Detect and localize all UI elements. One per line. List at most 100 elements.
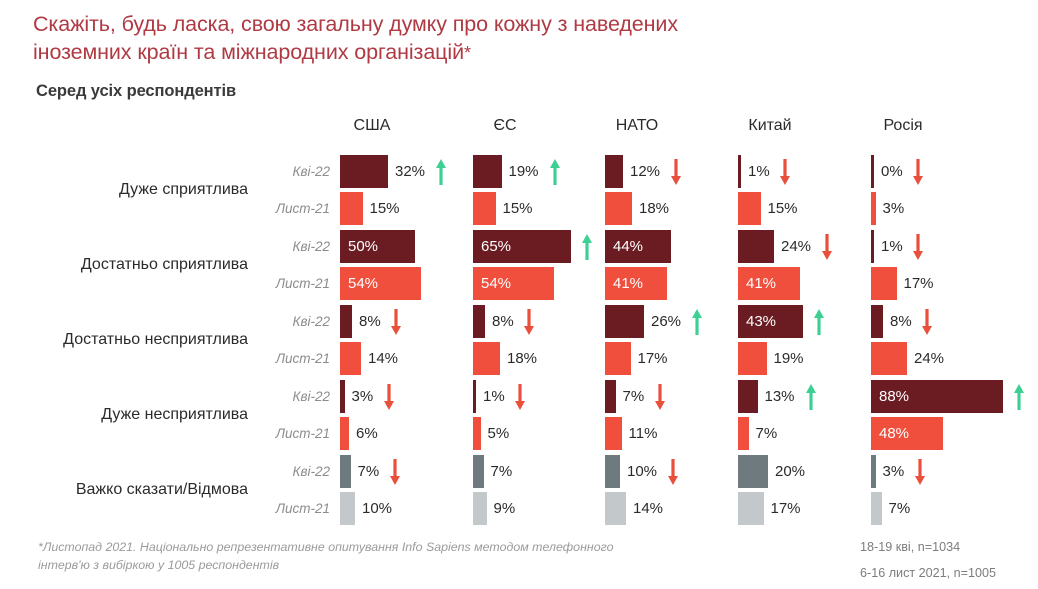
bar: 8% — [871, 305, 912, 338]
bar: 3% — [340, 380, 373, 413]
bar: 44% — [605, 230, 671, 263]
bar-value-label: 13% — [764, 387, 795, 405]
bar: 10% — [340, 492, 392, 525]
bar-value-label: 19% — [773, 349, 804, 367]
bar-value-label: 32% — [395, 162, 426, 180]
arrow-up-icon — [433, 157, 449, 187]
bar-value-label: 15% — [369, 199, 400, 217]
column-header-4: Китай — [748, 117, 792, 134]
bar-value-label: 44% — [613, 237, 644, 255]
bar: 3% — [871, 455, 904, 488]
arrow-up-icon — [689, 307, 705, 337]
bar-value-label: 7% — [490, 462, 513, 480]
arrow-down-icon — [668, 157, 684, 187]
footnote: *Листопад 2021. Національно репрезентати… — [38, 540, 614, 572]
bar-value-label: 11% — [628, 424, 658, 442]
page-title: Скажіть, будь ласка, свою загальну думку… — [33, 10, 733, 67]
bar-value-label: 3% — [351, 387, 374, 405]
bar-value-label: 15% — [767, 199, 798, 217]
bar: 15% — [473, 192, 533, 225]
bar: 32% — [340, 155, 425, 188]
arrow-up-icon — [547, 157, 563, 187]
arrow-down-icon — [919, 307, 935, 337]
bar-value-label: 8% — [359, 312, 381, 330]
arrow-down-icon — [388, 307, 404, 337]
arrow-down-icon — [910, 157, 926, 187]
sample-info-line-2: 6-16 лист 2021, n=1005 — [860, 566, 997, 580]
arrow-down-icon — [512, 382, 528, 412]
bar: 20% — [738, 455, 805, 488]
sample-info-line-1: 18-19 кві, n=1034 — [860, 540, 961, 554]
wave-label: Лист-21 — [275, 500, 330, 516]
column-header-5: Росія — [883, 117, 923, 134]
bar: 88% — [871, 380, 1003, 413]
bar-value-label: 65% — [481, 237, 512, 255]
bar-value-label: 15% — [502, 199, 533, 217]
bar-value-label: 7% — [357, 462, 380, 480]
arrow-down-icon — [819, 232, 835, 262]
arrow-down-icon — [665, 457, 681, 487]
bar-value-label: 17% — [637, 349, 668, 367]
bar-value-label: 20% — [775, 462, 806, 480]
bar-value-label: 18% — [639, 199, 670, 217]
bar-value-label: 88% — [879, 387, 910, 405]
bar: 8% — [473, 305, 514, 338]
bar-value-label: 8% — [890, 312, 912, 330]
bar: 14% — [605, 492, 663, 525]
bar: 54% — [340, 267, 421, 300]
bar-value-label: 41% — [613, 274, 644, 292]
bar: 12% — [605, 155, 660, 188]
column-header-1: США — [353, 117, 391, 134]
bar-value-label: 54% — [481, 274, 512, 292]
bar-value-label: 8% — [492, 312, 514, 330]
bar-value-label: 24% — [781, 237, 812, 255]
category-label-3: Достатньо несприятлива — [63, 331, 248, 348]
bar: 17% — [738, 492, 801, 525]
column-header-2: ЄС — [493, 117, 517, 134]
bar: 54% — [473, 267, 554, 300]
bar: 7% — [473, 455, 512, 488]
wave-label: Лист-21 — [275, 275, 330, 291]
bar: 41% — [738, 267, 800, 300]
bar: 18% — [473, 342, 537, 375]
bar: 24% — [871, 342, 944, 375]
bar-value-label: 19% — [508, 162, 539, 180]
bar: 15% — [738, 192, 798, 225]
category-label-5: Важко сказати/Відмова — [75, 481, 248, 498]
bar-value-label: 3% — [882, 199, 905, 217]
wave-label: Кві-22 — [292, 463, 330, 479]
arrow-up-icon — [1011, 382, 1027, 412]
wave-label: Лист-21 — [275, 425, 330, 441]
bar: 13% — [738, 380, 795, 413]
wave-label: Лист-21 — [275, 350, 330, 366]
wave-label: Кві-22 — [292, 238, 330, 254]
bar-value-label: 1% — [881, 237, 903, 255]
bar: 24% — [738, 230, 811, 263]
bar: 41% — [605, 267, 667, 300]
wave-label: Кві-22 — [292, 163, 330, 179]
arrow-down-icon — [777, 157, 793, 187]
bar-value-label: 17% — [770, 499, 801, 517]
bar: 8% — [340, 305, 381, 338]
category-label-4: Дуже несприятлива — [101, 406, 248, 423]
arrow-down-icon — [652, 382, 668, 412]
category-label-1: Дуже сприятлива — [118, 181, 248, 198]
arrow-down-icon — [910, 232, 926, 262]
bar-value-label: 10% — [362, 499, 393, 517]
sample-info: 18-19 кві, n=1034 6-16 лист 2021, n=1005 — [860, 534, 1038, 586]
arrow-down-icon — [912, 457, 928, 487]
bar-value-label: 41% — [746, 274, 777, 292]
bar-value-label: 1% — [483, 387, 505, 405]
bar: 7% — [340, 455, 379, 488]
bar-value-label: 9% — [493, 499, 516, 517]
bar-value-label: 50% — [348, 237, 379, 255]
page-title-text: Скажіть, будь ласка, свою загальну думку… — [33, 12, 678, 64]
bar: 1% — [871, 230, 903, 263]
bar-value-label: 14% — [633, 499, 664, 517]
bar: 1% — [473, 380, 505, 413]
bar-value-label: 7% — [622, 387, 645, 405]
bar-value-label: 5% — [487, 424, 510, 442]
arrow-down-icon — [387, 457, 403, 487]
